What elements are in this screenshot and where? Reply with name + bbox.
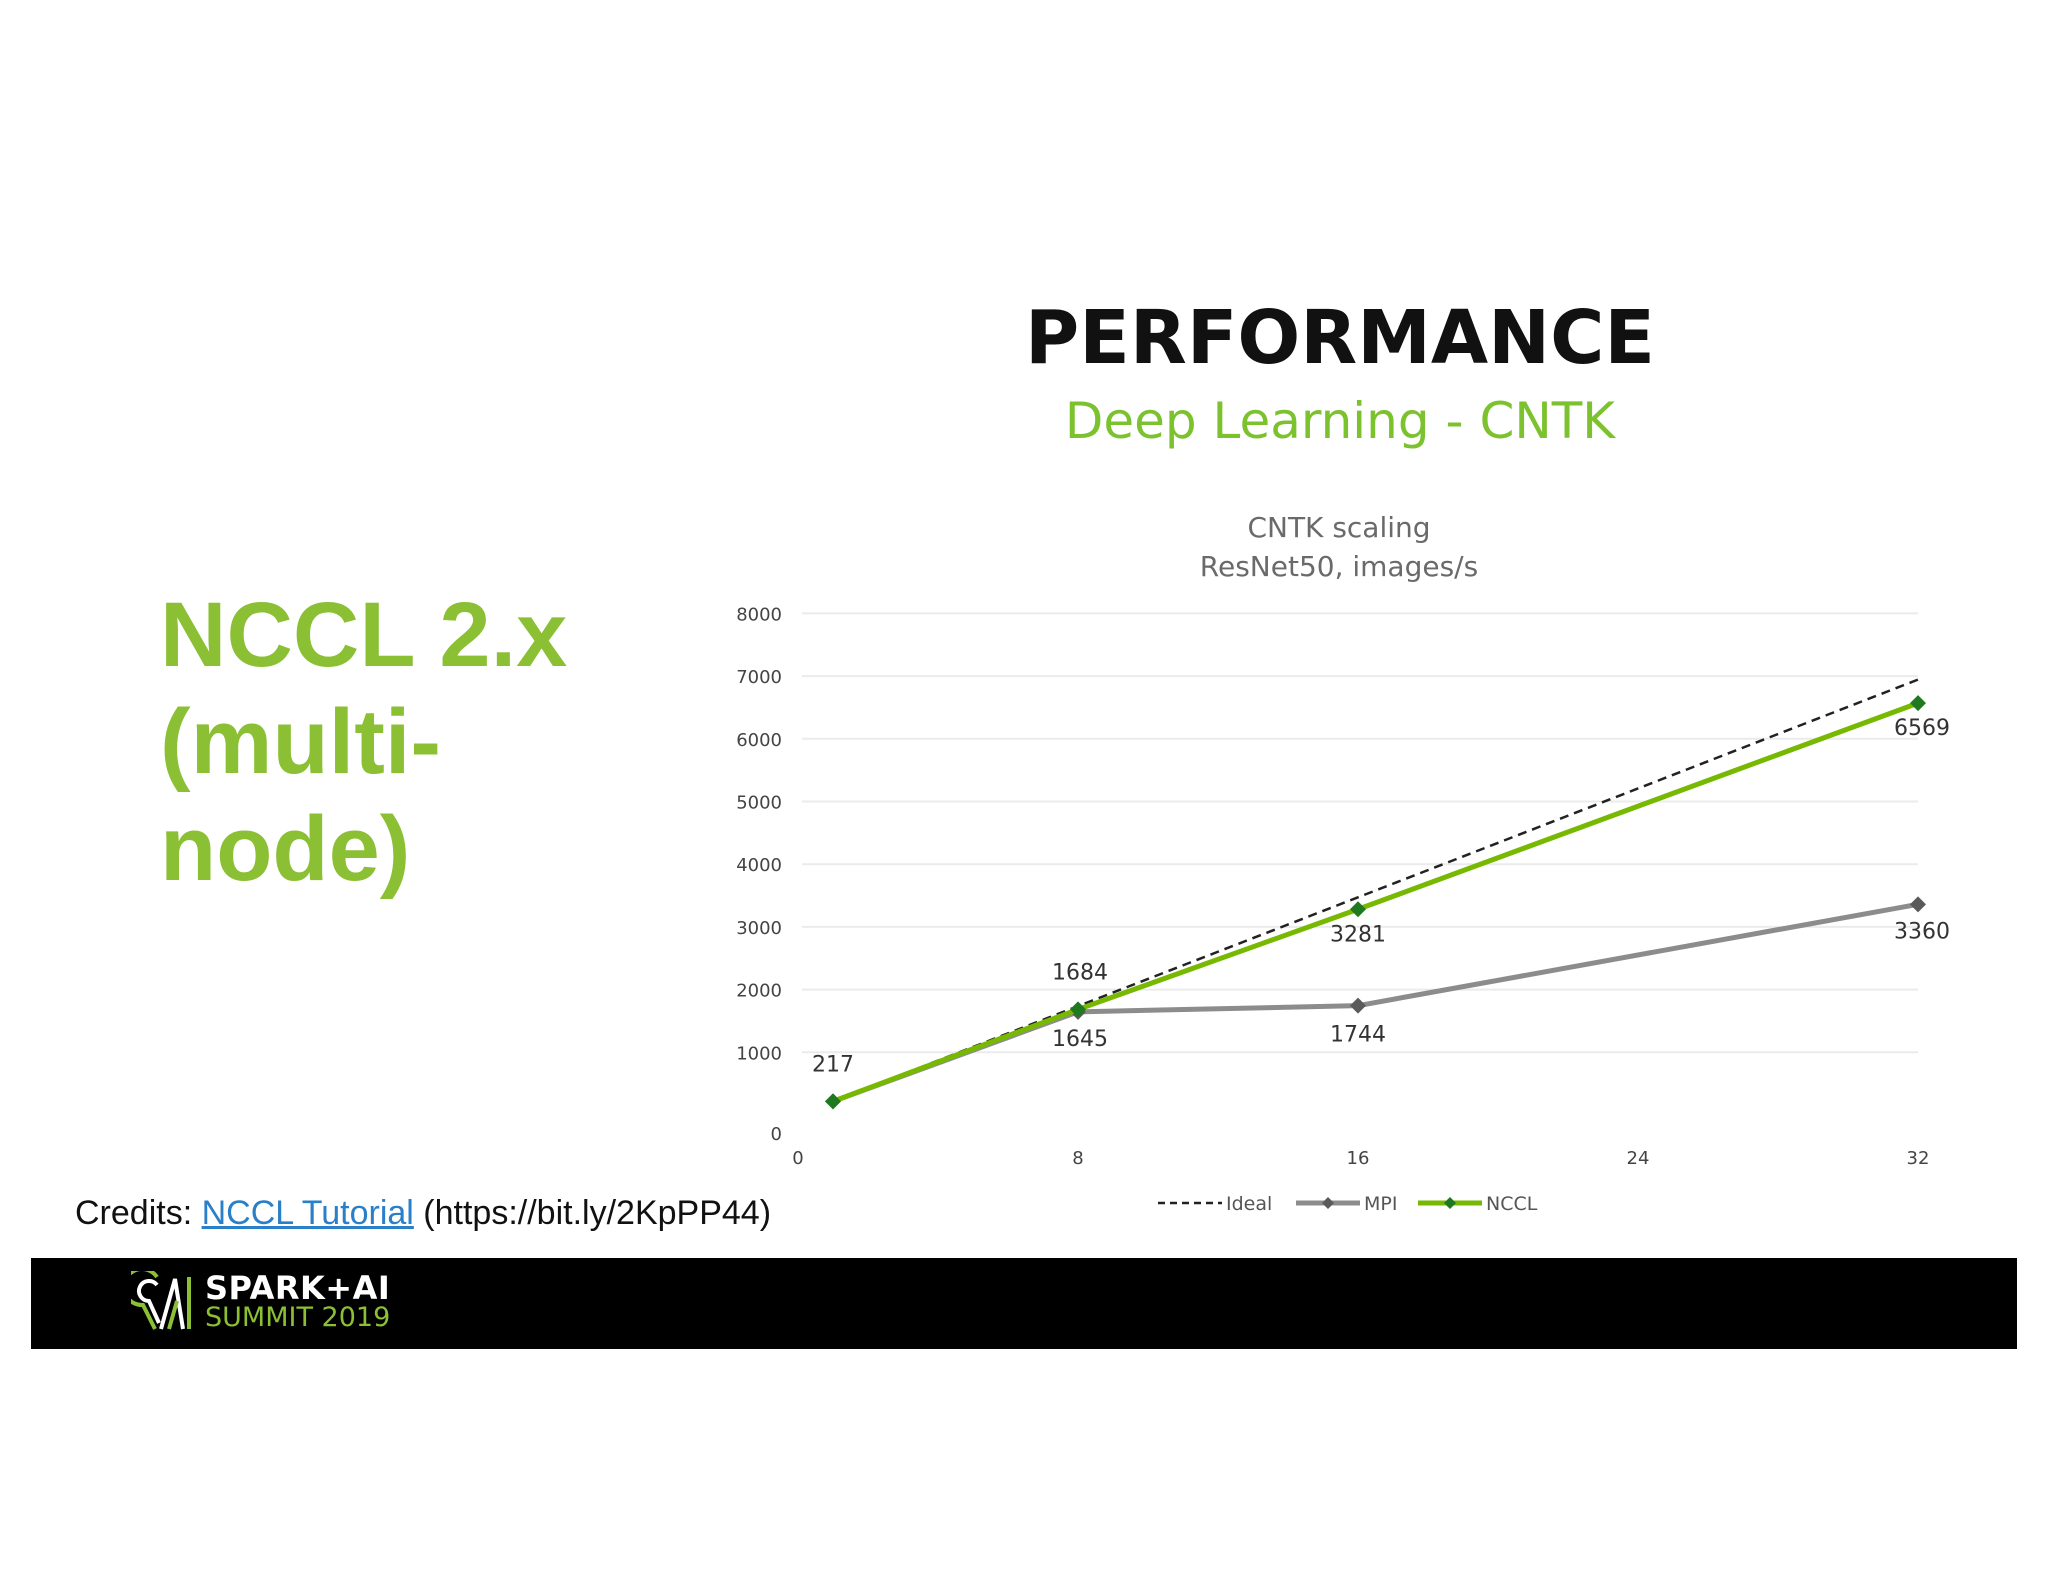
credits: Credits: NCCL Tutorial (https://bit.ly/2…	[75, 1194, 771, 1233]
slide-heading: NCCL 2.x (multi- node)	[160, 582, 680, 903]
data-point-marker	[1350, 997, 1366, 1014]
series-ideal-line	[832, 678, 1919, 1103]
slide-heading-line: node)	[160, 798, 411, 900]
legend-label: NCCL	[1486, 1193, 1538, 1215]
footer-banner: SPARK+AI SUMMIT 2019	[31, 1258, 2017, 1349]
sa-logo-icon	[131, 1271, 191, 1330]
y-tick-label: 7000	[736, 667, 782, 688]
x-tick-label: 0	[792, 1148, 803, 1169]
series-lines	[825, 678, 1926, 1110]
gridlines	[802, 612, 1918, 1054]
credits-prefix: Credits:	[75, 1194, 202, 1232]
nccl-tutorial-link[interactable]: NCCL Tutorial	[201, 1194, 414, 1232]
x-tick-label: 24	[1627, 1148, 1650, 1169]
data-label: 217	[812, 1052, 854, 1077]
slide-heading-line: (multi-	[160, 691, 442, 793]
data-point-marker	[1350, 901, 1366, 918]
data-point-marker	[1070, 1001, 1086, 1018]
data-point-marker	[1910, 695, 1926, 712]
credits-url: (https://bit.ly/2KpPP44)	[413, 1194, 772, 1232]
y-tick-label: 0	[771, 1124, 782, 1145]
legend-marker	[1444, 1197, 1456, 1209]
x-tick-label: 16	[1347, 1148, 1370, 1169]
logo-line2: SUMMIT 2019	[205, 1302, 391, 1333]
slide-heading-line: NCCL 2.x	[160, 584, 568, 686]
y-tick-label: 8000	[736, 604, 782, 625]
y-axis-ticks: 0 1000 2000 3000 4000 5000 6000 7000 8000	[736, 604, 782, 1145]
data-labels: 1645 1744 3360 217 1684 3281 6569	[812, 716, 1950, 1077]
y-tick-label: 1000	[736, 1043, 782, 1064]
data-label: 3281	[1330, 922, 1386, 947]
y-tick-label: 2000	[736, 981, 782, 1002]
y-tick-label: 6000	[736, 730, 782, 751]
data-label: 6569	[1894, 716, 1950, 741]
data-label: 1645	[1052, 1027, 1108, 1052]
chart-subtitle: ResNet50, images/s	[1200, 550, 1478, 583]
chart-title: CNTK scaling	[1247, 511, 1430, 544]
chart-header-subtitle: Deep Learning - CNTK	[1064, 392, 1616, 450]
y-tick-label: 4000	[736, 855, 782, 876]
logo-line1: SPARK+AI	[205, 1269, 391, 1307]
x-tick-label: 32	[1907, 1148, 1930, 1169]
data-label: 3360	[1894, 919, 1950, 944]
x-tick-label: 8	[1072, 1148, 1083, 1169]
x-axis-ticks: 0 8 16 24 32	[792, 1148, 1929, 1169]
chart-header-title: PERFORMANCE	[1025, 295, 1655, 381]
legend-label: Ideal	[1226, 1193, 1272, 1215]
data-point-marker	[825, 1093, 841, 1110]
chart-legend: Ideal MPI NCCL	[1158, 1193, 1538, 1215]
data-point-marker	[1910, 896, 1926, 913]
data-label: 1744	[1330, 1023, 1386, 1048]
spark-ai-summit-logo: SPARK+AI SUMMIT 2019	[131, 1268, 390, 1338]
legend-marker	[1322, 1197, 1334, 1209]
series-nccl-line	[832, 700, 1919, 1104]
data-label: 1684	[1052, 960, 1108, 985]
y-tick-label: 5000	[736, 793, 782, 814]
legend-label: MPI	[1364, 1193, 1397, 1215]
y-tick-label: 3000	[736, 918, 782, 939]
